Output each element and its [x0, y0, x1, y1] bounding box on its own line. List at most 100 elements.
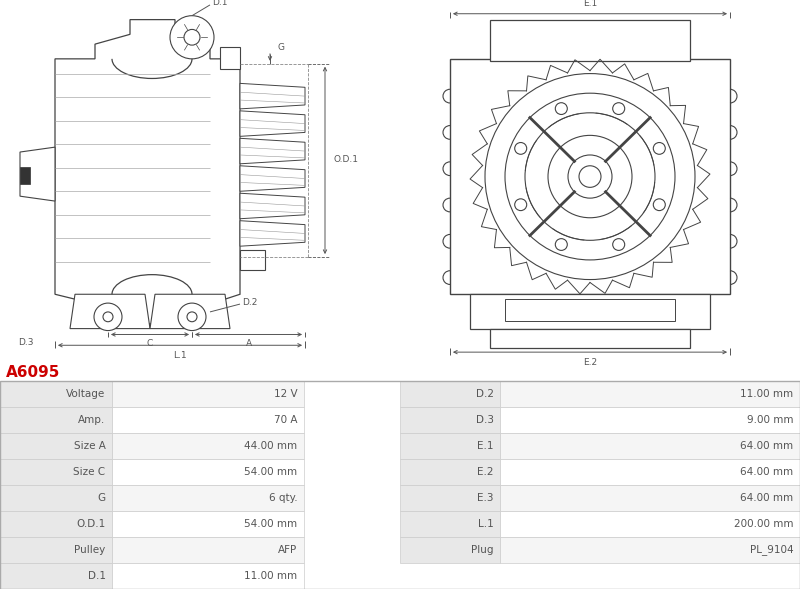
- Circle shape: [514, 199, 526, 211]
- Circle shape: [613, 102, 625, 114]
- Text: E.3: E.3: [477, 493, 494, 503]
- Bar: [470, 294, 710, 329]
- Bar: [112, 433, 304, 459]
- Bar: [220, 47, 240, 69]
- Bar: [500, 407, 800, 433]
- Bar: [500, 537, 800, 563]
- Circle shape: [170, 16, 214, 59]
- Bar: [112, 537, 304, 563]
- Bar: [505, 299, 675, 321]
- Text: A: A: [246, 339, 251, 348]
- Text: E.2: E.2: [477, 467, 494, 477]
- Circle shape: [178, 303, 206, 330]
- Text: Pulley: Pulley: [74, 545, 106, 555]
- Text: PL_9104: PL_9104: [750, 545, 794, 555]
- Circle shape: [525, 113, 655, 240]
- Text: D.2: D.2: [475, 389, 494, 399]
- Bar: [500, 433, 800, 459]
- Bar: [0, 407, 112, 433]
- Bar: [500, 459, 800, 485]
- Bar: [400, 511, 500, 537]
- Bar: [400, 433, 500, 459]
- Bar: [500, 511, 800, 537]
- Text: 11.00 mm: 11.00 mm: [245, 571, 298, 581]
- Bar: [490, 329, 690, 348]
- Polygon shape: [20, 147, 55, 201]
- Text: C: C: [147, 339, 153, 348]
- Text: 54.00 mm: 54.00 mm: [245, 467, 298, 477]
- Bar: [400, 407, 500, 433]
- Polygon shape: [240, 111, 305, 136]
- Bar: [450, 59, 730, 294]
- Text: Plug: Plug: [471, 545, 494, 555]
- Bar: [0, 459, 112, 485]
- Text: Voltage: Voltage: [66, 389, 106, 399]
- Bar: [112, 511, 304, 537]
- Text: 44.00 mm: 44.00 mm: [245, 441, 298, 451]
- Bar: [400, 381, 500, 407]
- Bar: [500, 485, 800, 511]
- Circle shape: [514, 143, 526, 154]
- Text: 64.00 mm: 64.00 mm: [741, 493, 794, 503]
- Text: 11.00 mm: 11.00 mm: [741, 389, 794, 399]
- Text: 70 A: 70 A: [274, 415, 298, 425]
- Bar: [0, 485, 112, 511]
- Circle shape: [505, 93, 675, 260]
- Text: AFP: AFP: [278, 545, 298, 555]
- Bar: [112, 459, 304, 485]
- Text: Size C: Size C: [74, 467, 106, 477]
- Text: L.1: L.1: [173, 350, 187, 359]
- Text: G: G: [278, 42, 285, 52]
- Circle shape: [568, 155, 612, 198]
- Text: D.1: D.1: [88, 571, 106, 581]
- Text: A6095: A6095: [6, 365, 61, 380]
- Text: 12 V: 12 V: [274, 389, 298, 399]
- Text: G: G: [98, 493, 106, 503]
- Bar: [20, 167, 30, 184]
- Bar: [400, 537, 500, 563]
- Circle shape: [579, 166, 601, 187]
- Polygon shape: [240, 193, 305, 219]
- Text: 200.00 mm: 200.00 mm: [734, 519, 794, 529]
- Circle shape: [94, 303, 122, 330]
- Text: O.D.1: O.D.1: [333, 155, 358, 164]
- Text: D.3: D.3: [18, 339, 34, 348]
- Polygon shape: [240, 221, 305, 246]
- Text: L.1: L.1: [478, 519, 494, 529]
- Text: D.2: D.2: [242, 297, 258, 307]
- Bar: [490, 19, 690, 61]
- Bar: [112, 381, 304, 407]
- Text: 54.00 mm: 54.00 mm: [245, 519, 298, 529]
- Circle shape: [548, 135, 632, 218]
- Text: O.D.1: O.D.1: [76, 519, 106, 529]
- Polygon shape: [70, 294, 150, 329]
- Circle shape: [555, 102, 567, 114]
- Bar: [0, 537, 112, 563]
- Bar: [0, 563, 112, 589]
- Bar: [240, 250, 265, 270]
- Bar: [500, 381, 800, 407]
- Circle shape: [654, 143, 666, 154]
- Text: 64.00 mm: 64.00 mm: [741, 441, 794, 451]
- Text: E.1: E.1: [477, 441, 494, 451]
- Circle shape: [555, 239, 567, 250]
- Text: 6 qty.: 6 qty.: [269, 493, 298, 503]
- Polygon shape: [240, 138, 305, 164]
- Circle shape: [613, 239, 625, 250]
- Polygon shape: [150, 294, 230, 329]
- Text: 64.00 mm: 64.00 mm: [741, 467, 794, 477]
- Text: Amp.: Amp.: [78, 415, 106, 425]
- Text: E.2: E.2: [583, 358, 597, 367]
- Bar: [0, 433, 112, 459]
- Bar: [112, 563, 304, 589]
- Bar: [112, 407, 304, 433]
- Text: D.1: D.1: [212, 0, 227, 8]
- Polygon shape: [55, 19, 240, 324]
- Text: D.3: D.3: [475, 415, 494, 425]
- Polygon shape: [240, 84, 305, 109]
- Circle shape: [654, 199, 666, 211]
- Bar: [112, 485, 304, 511]
- Circle shape: [485, 74, 695, 280]
- Text: E.1: E.1: [583, 0, 597, 8]
- Text: 9.00 mm: 9.00 mm: [747, 415, 794, 425]
